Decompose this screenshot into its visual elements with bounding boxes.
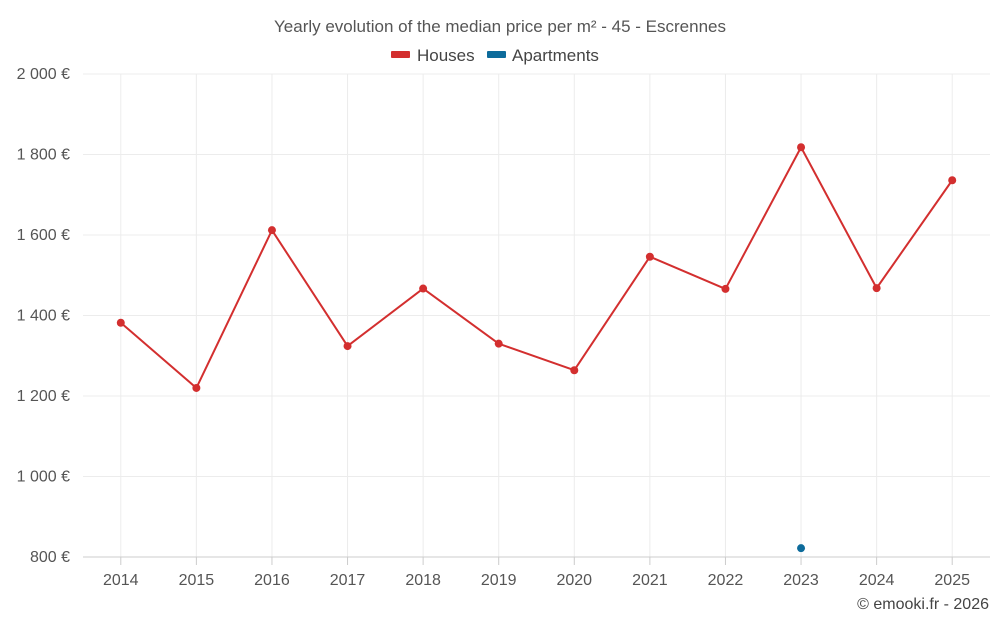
- chart-title: Yearly evolution of the median price per…: [274, 17, 726, 36]
- series-line-houses: [120, 146, 954, 389]
- y-tick-label: 1 800 €: [17, 147, 70, 164]
- legend-swatch-houses: [391, 51, 410, 58]
- y-tick-label: 800 €: [30, 549, 70, 566]
- y-tick-label: 1 400 €: [17, 308, 70, 325]
- x-tick-label: 2017: [330, 572, 366, 589]
- data-point-houses-2015[interactable]: [192, 383, 201, 392]
- data-point-houses-2024[interactable]: [872, 284, 881, 293]
- x-axis: 2014 2015 2016 2017 2018 2019 2020 2021 2022 2023…: [83, 556, 990, 589]
- x-tick-label: 2019: [481, 572, 517, 589]
- data-point-houses-2019[interactable]: [494, 339, 503, 348]
- x-tick-label: 2024: [859, 572, 895, 589]
- y-tick-label: 1 600 €: [17, 227, 70, 244]
- data-point-houses-2018[interactable]: [419, 284, 428, 293]
- data-point-houses-2023[interactable]: [797, 143, 806, 152]
- y-tick-label: 1 200 €: [17, 388, 70, 405]
- data-point-houses-2016[interactable]: [267, 226, 276, 235]
- x-tick-label: 2025: [934, 572, 970, 589]
- x-tick-label: 2018: [405, 572, 441, 589]
- data-point-houses-2017[interactable]: [343, 342, 352, 351]
- credit-text: © emooki.fr - 2026: [857, 596, 989, 613]
- legend-swatch-apartments: [487, 51, 506, 58]
- y-tick-label: 2 000 €: [17, 66, 70, 83]
- x-tick-label: 2014: [103, 572, 139, 589]
- x-tick-label: 2016: [254, 572, 290, 589]
- data-point-houses-2020[interactable]: [570, 366, 579, 375]
- x-tick-label: 2021: [632, 572, 668, 589]
- grid: [83, 73, 990, 557]
- data-point-houses-2022[interactable]: [721, 284, 730, 293]
- x-tick-label: 2022: [708, 572, 744, 589]
- y-tick-label: 1 000 €: [17, 469, 70, 486]
- x-tick-label: 2020: [556, 572, 592, 589]
- y-axis: 800 € 1 000 € 1 200 € 1 400 € 1 600 € 1 800 €…: [17, 66, 70, 566]
- data-point-houses-2025[interactable]: [948, 176, 957, 185]
- legend-item-apartments[interactable]: Apartments: [487, 46, 599, 65]
- data-point-houses-2021[interactable]: [645, 252, 654, 261]
- data-point-houses-2014[interactable]: [116, 318, 125, 327]
- legend-label-houses: Houses: [417, 46, 475, 65]
- x-tick-label: 2015: [179, 572, 215, 589]
- legend: Houses Apartments: [391, 46, 599, 65]
- series: [116, 143, 957, 553]
- legend-label-apartments: Apartments: [512, 46, 599, 65]
- legend-item-houses[interactable]: Houses: [391, 46, 475, 65]
- x-tick-label: 2023: [783, 572, 819, 589]
- data-point-apartments-2023[interactable]: [797, 544, 806, 553]
